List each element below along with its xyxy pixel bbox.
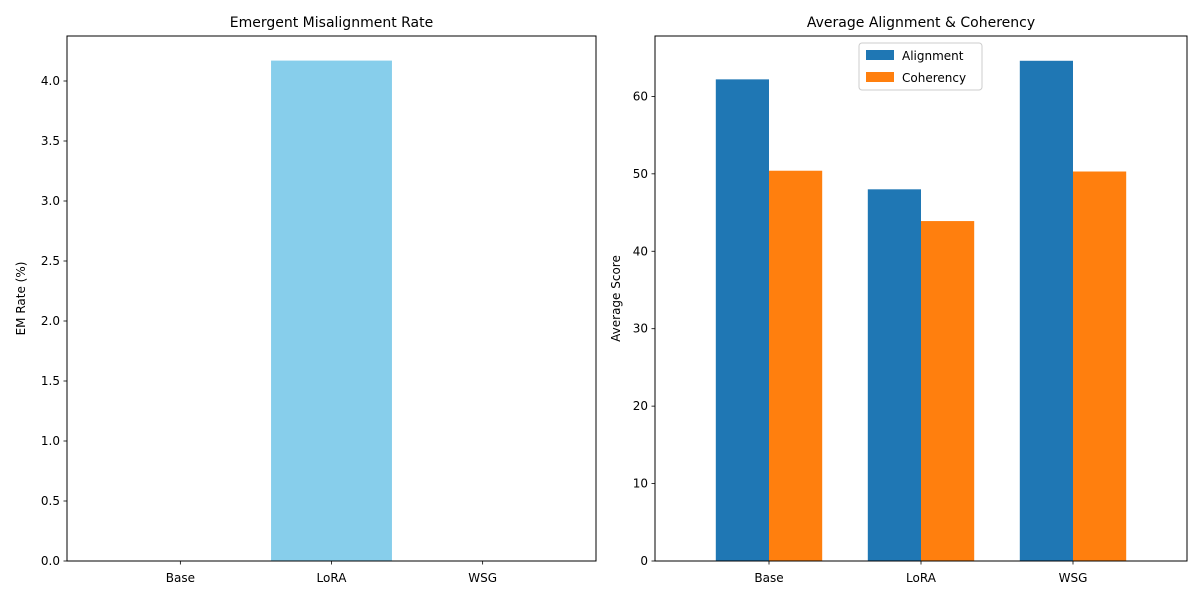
alignment-coherency-chart: Average Alignment & Coherency Average Sc…	[609, 15, 1188, 585]
bar-alignment-base	[715, 79, 769, 562]
y-tick-label: 50	[633, 167, 648, 181]
x-ticks: Base LoRA WSG	[166, 561, 497, 585]
y-axis-label: Average Score	[609, 255, 623, 342]
bar-coherency-base	[769, 170, 823, 562]
x-tick-label: LoRA	[317, 571, 348, 585]
y-tick-label: 0.0	[41, 554, 60, 568]
y-tick-label: 3.0	[41, 194, 60, 208]
bar-coherency-lora	[921, 221, 975, 561]
y-tick-label: 20	[633, 399, 648, 413]
y-tick-label: 40	[633, 244, 648, 258]
x-tick-label: WSG	[1059, 571, 1088, 585]
x-ticks: Base LoRA WSG	[754, 561, 1087, 585]
y-tick-label: 1.5	[41, 374, 60, 388]
y-tick-label: 10	[633, 477, 648, 491]
y-tick-label: 2.5	[41, 254, 60, 268]
x-tick-label: WSG	[468, 571, 497, 585]
legend-swatch-alignment	[866, 50, 894, 60]
bar-alignment-wsg	[1019, 60, 1073, 562]
y-ticks: 0.0 0.5 1.0 1.5 2.0 2.5 3.0 3.5 4.0	[41, 74, 67, 568]
y-tick-label: 60	[633, 89, 648, 103]
y-tick-label: 4.0	[41, 74, 60, 88]
bar-alignment-lora	[867, 189, 921, 561]
bar-coherency-wsg	[1073, 171, 1127, 561]
legend-label-coherency: Coherency	[902, 71, 966, 85]
plot-frame	[654, 35, 1188, 562]
bar-lora	[271, 60, 392, 561]
y-tick-label: 3.5	[41, 134, 60, 148]
em-rate-chart: Emergent Misalignment Rate EM Rate (%) 0…	[14, 15, 597, 585]
y-tick-label: 0.5	[41, 494, 60, 508]
y-axis-label: EM Rate (%)	[14, 262, 28, 336]
y-tick-label: 2.0	[41, 314, 60, 328]
x-tick-label: Base	[754, 571, 783, 585]
y-tick-label: 0	[640, 554, 648, 568]
y-ticks: 0 10 20 30 40 50 60	[633, 89, 655, 568]
y-tick-label: 1.0	[41, 434, 60, 448]
plot-frame	[66, 35, 597, 562]
chart-title: Emergent Misalignment Rate	[230, 15, 433, 31]
legend: Alignment Coherency	[858, 42, 983, 91]
x-tick-label: LoRA	[906, 571, 937, 585]
y-tick-label: 30	[633, 322, 648, 336]
x-tick-label: Base	[166, 571, 195, 585]
legend-swatch-coherency	[866, 72, 894, 82]
bars	[271, 60, 392, 561]
bars	[715, 60, 1127, 562]
legend-label-alignment: Alignment	[902, 49, 964, 63]
chart-title: Average Alignment & Coherency	[807, 15, 1035, 31]
